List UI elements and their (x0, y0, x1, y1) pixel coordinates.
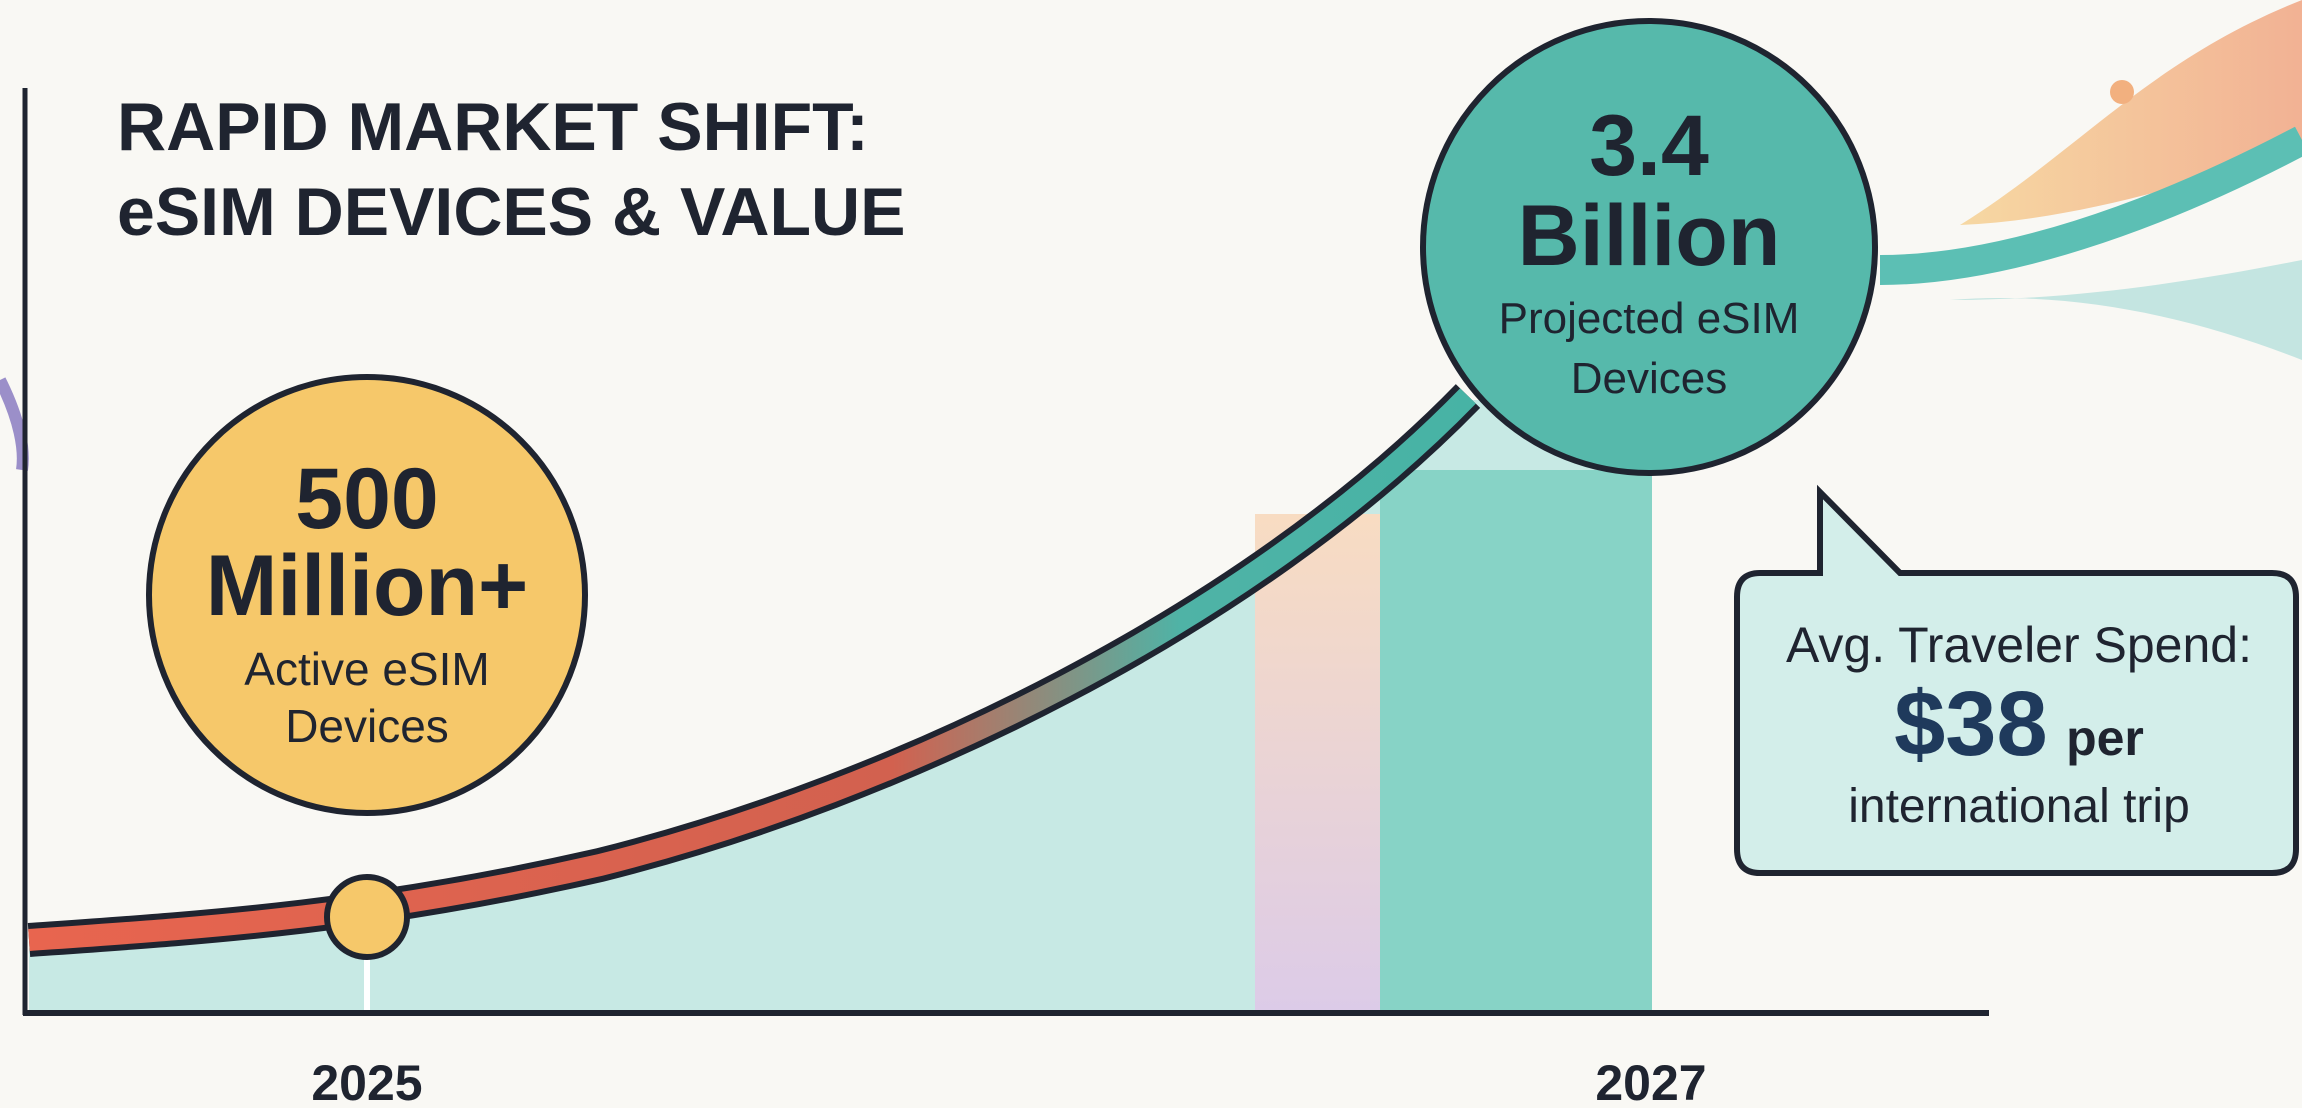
growth-curve (28, 388, 1476, 951)
spend-heading: Avg. Traveler Spend: (1786, 617, 2252, 673)
spend-box (1734, 484, 2299, 876)
callout-desc: Devices (285, 700, 449, 752)
spend-amount: $38 per (1894, 673, 2144, 775)
callout-desc: Projected eSIM (1499, 294, 1800, 343)
title: eSIM DEVICES & VALUE (117, 174, 905, 250)
callout-number: 500 (295, 451, 439, 547)
x-label: 2027 (1595, 1055, 1706, 1108)
spend-detail: international trip (1848, 780, 2190, 833)
callout-desc: Devices (1571, 354, 1728, 403)
x-label: 2025 (311, 1055, 422, 1108)
spend-amount-suffix: per (2066, 710, 2144, 766)
spend-amount-value: $38 (1894, 673, 2048, 775)
callout-desc: Active eSIM (244, 643, 489, 695)
bar-teal (1380, 470, 1652, 1013)
callout-unit: Billion (1518, 188, 1781, 284)
area-fill (29, 400, 1652, 1013)
callout-circle (146, 374, 588, 816)
callout-unit: Million+ (206, 538, 529, 634)
bar-peach (1255, 514, 1380, 1013)
title: RAPID MARKET SHIFT: (117, 89, 869, 165)
callout-circle (1420, 18, 1878, 476)
marker-dot (324, 874, 410, 960)
callout-number: 3.4 (1589, 98, 1709, 194)
